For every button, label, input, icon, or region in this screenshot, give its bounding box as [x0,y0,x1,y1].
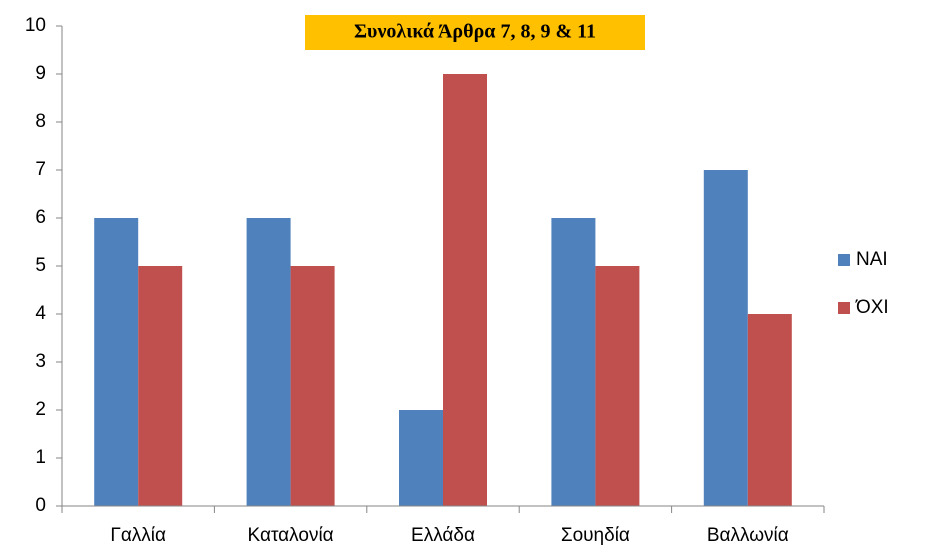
bar [399,410,443,506]
y-tick-label: 6 [35,207,46,228]
y-tick-label: 0 [35,495,46,516]
legend-label: ΌΧΙ [855,297,889,318]
x-tick-label: Ελλάδα [411,525,475,546]
bar [703,170,748,506]
y-tick-label: 2 [35,399,46,420]
title-box [305,15,645,50]
bar [94,218,139,506]
x-tick-label: Σουηδία [561,525,630,546]
y-tick-label: 9 [35,63,46,84]
x-tick-label: Βαλλωνία [707,525,789,546]
y-tick-label: 1 [35,447,46,468]
legend-swatch [838,302,850,314]
y-tick-label: 5 [35,255,46,276]
bar [551,218,596,506]
bar [246,218,291,506]
y-tick-label: 4 [35,303,46,324]
legend-label: ΝΑΙ [856,249,888,270]
y-tick-label: 8 [35,111,46,132]
bar [138,266,183,506]
y-tick-label: 7 [35,159,46,180]
x-tick-label: Καταλονία [248,525,334,546]
legend-swatch [838,254,850,266]
y-tick-label: 10 [25,15,46,36]
bar [747,314,792,506]
bar [443,74,487,506]
x-tick-label: Γαλλία [110,525,166,546]
chart-title: Συνολικά Άρθρα 7, 8, 9 & 11 [354,21,596,43]
bar [595,266,640,506]
bar [290,266,335,506]
y-tick-label: 3 [35,351,46,372]
